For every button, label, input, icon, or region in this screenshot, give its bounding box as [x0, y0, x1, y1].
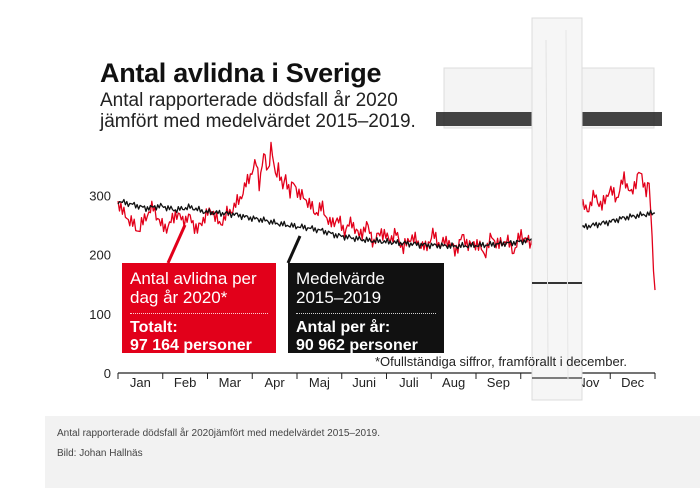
- chart-axes: 0100200300JanFebMarAprMajJuniJuliAugSepO…: [89, 188, 656, 390]
- legend-red-pointer: [166, 224, 187, 264]
- chart-figure: 0100200300JanFebMarAprMajJuniJuliAugSepO…: [89, 17, 662, 401]
- x-tick-label-jan: Jan: [130, 375, 151, 390]
- subtitle-line-1: Antal rapporterade dödsfall år 2020: [100, 90, 398, 111]
- x-tick-label-maj: Maj: [309, 375, 330, 390]
- legend-black-pointer: [286, 235, 302, 264]
- chart-footnote: *Ofullständiga siffror, framförallt i de…: [375, 354, 627, 369]
- x-tick-label-mar: Mar: [219, 375, 242, 390]
- y-tick-label-2: 200: [89, 248, 111, 263]
- subtitle-line-2: jämfört med medelvärdet 2015–2019.: [100, 111, 416, 132]
- legend-red-divider: [130, 313, 268, 314]
- legend-box-red: Antal avlidna per dag år 2020* Totalt: 9…: [122, 263, 276, 354]
- x-tick-label-dec: Dec: [621, 375, 645, 390]
- legend-black-label: Medelvärde 2015–2019: [296, 269, 385, 307]
- image-caption: Antal rapporterade dödsfall år 2020jämfö…: [57, 428, 380, 439]
- y-tick-label-3: 300: [89, 188, 111, 203]
- legend-box-black: Medelvärde 2015–2019 Antal per år: 90 96…: [288, 263, 444, 354]
- legend-red-total-label: Totalt:: [130, 319, 178, 336]
- image-credit: Bild: Johan Hallnäs: [57, 448, 143, 459]
- x-tick-label-juni: Juni: [352, 375, 376, 390]
- x-tick-label-sep: Sep: [487, 375, 510, 390]
- cross-icon: [436, 17, 662, 401]
- legend-red-total-value: 97 164 personer: [130, 337, 252, 354]
- x-tick-label-feb: Feb: [174, 375, 196, 390]
- legend-black-total-label: Antal per år:: [296, 319, 391, 336]
- x-tick-label-apr: Apr: [265, 375, 286, 390]
- caption-area: Antal rapporterade dödsfall år 2020jämfö…: [45, 416, 700, 488]
- legend-black-total-value: 90 962 personer: [296, 337, 418, 354]
- x-tick-label-aug: Aug: [442, 375, 465, 390]
- y-tick-label-0: 0: [104, 366, 111, 381]
- chart-title: Antal avlidna i Sverige: [100, 58, 382, 88]
- legend-black-divider: [296, 313, 436, 314]
- chart-svg: 0100200300JanFebMarAprMajJuniJuliAugSepO…: [89, 17, 662, 401]
- x-tick-label-juli: Juli: [399, 375, 419, 390]
- legend-red-label: Antal avlidna per dag år 2020*: [130, 269, 257, 307]
- chart-subtitle: Antal rapporterade dödsfall år 2020 jämf…: [100, 90, 416, 132]
- y-tick-label-1: 100: [89, 307, 111, 322]
